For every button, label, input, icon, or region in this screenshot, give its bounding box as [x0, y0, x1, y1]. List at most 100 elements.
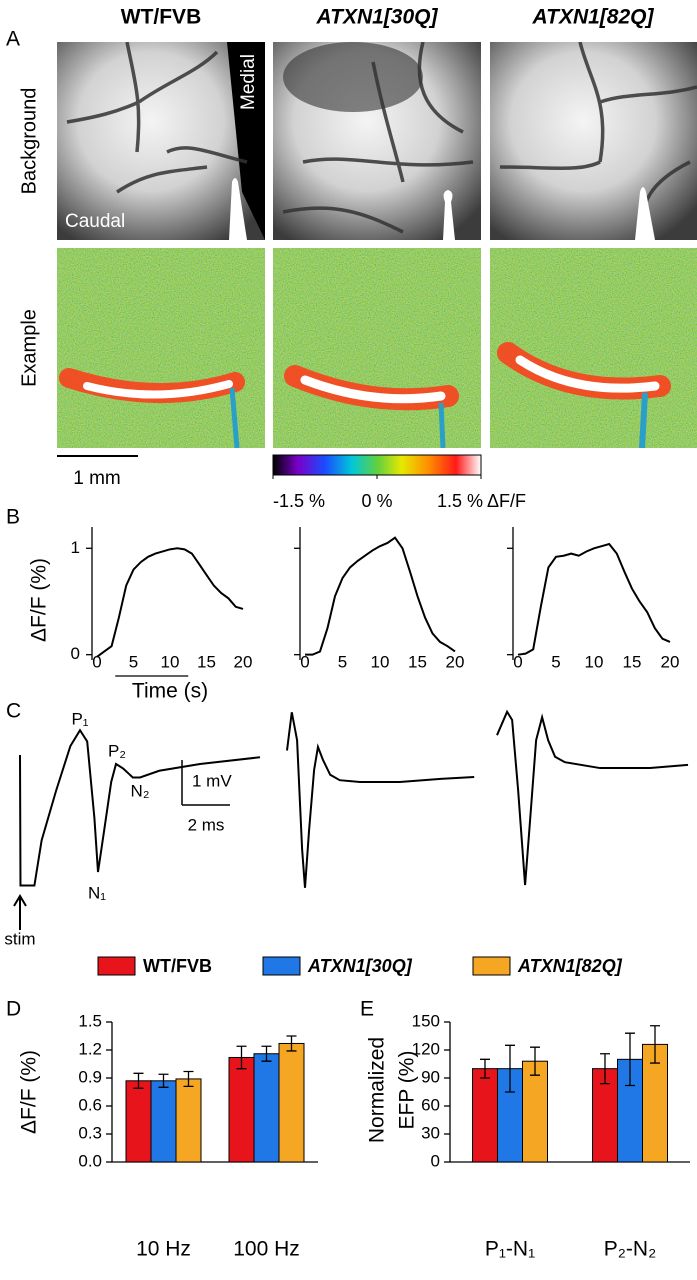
legend-swatch	[97, 956, 136, 976]
y-axis-label: Normalized	[366, 1037, 389, 1143]
y-tick-label: 1.2	[78, 1039, 102, 1058]
legend-label: ATXN1[30Q]	[307, 956, 413, 976]
x-tick-label: 10	[161, 652, 180, 671]
bar	[253, 1053, 280, 1163]
legend-swatch	[262, 956, 301, 976]
x-tick-label: 10	[585, 652, 604, 671]
colorbar-tick-label: -1.5 %	[273, 491, 325, 511]
bar	[150, 1080, 177, 1163]
error-bar	[650, 1025, 660, 1064]
bar	[642, 1043, 668, 1163]
bar	[278, 1042, 305, 1163]
y-tick-label: 30	[421, 1123, 440, 1142]
x-tick-label: 5	[551, 652, 560, 671]
orientation-label: Caudal	[65, 211, 125, 232]
vessels	[282, 42, 474, 234]
error-bar	[530, 1046, 540, 1076]
x-tick-label: 0	[513, 652, 522, 671]
error-bar	[286, 1035, 297, 1052]
panel-label: E	[360, 998, 374, 1021]
image-field	[490, 42, 697, 240]
background-image	[273, 42, 481, 240]
y-tick-label: 120	[412, 1039, 440, 1058]
y-tick-label: 1.5	[78, 1011, 102, 1030]
x-tick-label: 5	[129, 652, 138, 671]
colorbar-tick-label: 0 %	[361, 491, 392, 511]
x-tick-label: 15	[197, 652, 216, 671]
bar	[125, 1080, 152, 1163]
column-title: WT/FVB	[121, 6, 201, 29]
electrode	[635, 187, 655, 240]
image-noise	[490, 248, 697, 448]
background-image: Caudal Medial	[57, 42, 265, 240]
error-bar	[133, 1072, 144, 1089]
y-tick-label: 90	[421, 1067, 440, 1086]
x-tick-label: P₂-N₂	[604, 1238, 656, 1261]
y-tick-label: 1	[71, 538, 80, 557]
x-tick-label: P₁-N₁	[485, 1238, 535, 1261]
panel-label: A	[6, 28, 20, 51]
bar	[175, 1078, 202, 1163]
x-tick-label: 100 Hz	[233, 1238, 300, 1261]
example-image	[273, 248, 481, 448]
colorbar	[272, 454, 482, 476]
column-title: ATXN1[30Q]	[316, 6, 439, 29]
y-axis-label: ΔF/F (%)	[18, 1050, 41, 1134]
x-tick-label: 5	[338, 652, 347, 671]
y-tick-label: 0.6	[78, 1095, 102, 1114]
panel-label: B	[6, 506, 20, 529]
annotation: P₂	[108, 741, 126, 760]
background-image	[490, 42, 697, 240]
error-bar	[261, 1045, 272, 1062]
error-bar	[600, 1053, 610, 1085]
y-tick-label: 0	[71, 644, 80, 663]
trace-line	[96, 547, 244, 658]
y-axis-label: EFP (%)	[396, 1051, 419, 1130]
y-tick-label: 0.3	[78, 1123, 102, 1142]
scale-label: 1 mm	[73, 468, 121, 489]
error-bar	[505, 1044, 515, 1093]
panel-label: D	[6, 998, 21, 1021]
image-noise	[57, 248, 265, 448]
vessels	[66, 42, 248, 194]
error-bar	[183, 1070, 194, 1088]
x-tick-label: 20	[446, 652, 465, 671]
image-noise	[273, 248, 481, 448]
legend-label: WT/FVB	[143, 956, 212, 976]
electrode-shadow	[639, 392, 648, 448]
column-title: ATXN1[82Q]	[532, 6, 655, 29]
x-axis-label: Time (s)	[132, 680, 208, 703]
electrode-shadow	[229, 387, 240, 448]
annotation: N₂	[131, 781, 150, 800]
scale-label: 2 ms	[188, 815, 225, 834]
trace-line	[517, 542, 671, 656]
dark-region	[283, 42, 423, 112]
dark-region	[227, 42, 265, 240]
row-label: Example	[18, 309, 40, 387]
error-bar	[625, 1032, 635, 1087]
y-axis-label: ΔF/F (%)	[28, 558, 51, 642]
annotation: P₁	[71, 709, 88, 728]
scale-label: 1 mV	[192, 771, 232, 790]
error-bar	[158, 1073, 169, 1088]
response-core	[83, 380, 233, 399]
y-tick-label: 150	[412, 1011, 440, 1030]
annotation: N₁	[88, 883, 106, 902]
electrode	[443, 190, 455, 240]
y-tick-label: 0	[431, 1151, 440, 1170]
bar	[472, 1068, 498, 1163]
response-core	[515, 355, 660, 393]
panel-label: C	[6, 700, 21, 723]
electrode	[229, 178, 247, 240]
x-tick-label: 10 Hz	[136, 1238, 191, 1261]
response-core	[300, 375, 446, 404]
efp-trace	[19, 728, 261, 887]
x-tick-label: 10	[371, 652, 390, 671]
y-tick-label: 0.0	[78, 1151, 102, 1170]
y-tick-label: 0.9	[78, 1067, 102, 1086]
efp-trace	[286, 712, 475, 888]
efp-trace	[496, 709, 689, 886]
error-bar	[480, 1058, 490, 1079]
orientation-label: Medial	[238, 54, 259, 110]
